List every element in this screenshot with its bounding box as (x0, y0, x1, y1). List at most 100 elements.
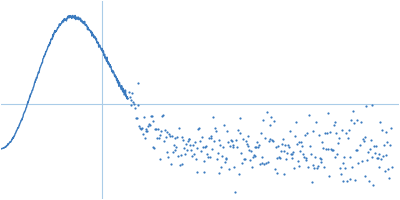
Point (330, 148, 336, 152)
Point (222, 156, 229, 159)
Point (172, 148, 179, 152)
Point (274, 171, 281, 175)
Point (186, 138, 193, 141)
Point (194, 170, 200, 174)
Point (382, 131, 389, 134)
Point (261, 162, 268, 165)
Point (220, 145, 226, 149)
Point (267, 123, 274, 126)
Point (313, 120, 319, 123)
Point (147, 123, 153, 126)
Point (156, 136, 162, 139)
Point (139, 127, 145, 130)
Point (384, 140, 390, 143)
Point (155, 128, 161, 131)
Point (230, 146, 237, 149)
Point (275, 144, 282, 147)
Point (222, 161, 228, 164)
Point (244, 144, 251, 148)
Point (361, 135, 368, 138)
Point (352, 178, 358, 181)
Point (372, 151, 378, 155)
Point (288, 152, 294, 155)
Point (148, 114, 154, 117)
Point (351, 122, 357, 125)
Point (387, 143, 393, 146)
Point (232, 190, 238, 194)
Point (184, 148, 190, 151)
Point (239, 162, 246, 165)
Point (192, 140, 198, 144)
Point (312, 155, 318, 158)
Point (341, 155, 348, 158)
Point (202, 145, 208, 149)
Point (375, 165, 382, 169)
Point (338, 173, 344, 176)
Point (386, 176, 392, 179)
Point (377, 121, 384, 124)
Point (170, 151, 176, 154)
Point (278, 149, 284, 152)
Point (246, 148, 252, 151)
Point (382, 169, 388, 172)
Point (280, 137, 286, 140)
Point (286, 129, 293, 132)
Point (280, 173, 287, 176)
Point (319, 141, 326, 144)
Point (376, 153, 383, 156)
Point (131, 103, 137, 106)
Point (129, 91, 136, 94)
Point (343, 131, 349, 135)
Point (348, 118, 354, 122)
Point (218, 166, 224, 169)
Point (240, 137, 246, 140)
Point (231, 166, 238, 169)
Point (325, 147, 332, 150)
Point (247, 158, 253, 162)
Point (380, 155, 386, 158)
Point (308, 180, 315, 184)
Point (276, 155, 282, 158)
Point (306, 114, 312, 117)
Point (166, 133, 172, 136)
Point (174, 135, 180, 139)
Point (300, 152, 306, 155)
Point (310, 129, 316, 132)
Point (303, 158, 310, 161)
Point (244, 142, 250, 145)
Point (234, 145, 240, 149)
Point (338, 129, 345, 132)
Point (200, 145, 206, 148)
Point (171, 136, 178, 140)
Point (164, 131, 170, 134)
Point (178, 154, 184, 157)
Point (206, 137, 212, 140)
Point (310, 164, 317, 167)
Point (324, 112, 331, 115)
Point (138, 127, 144, 131)
Point (302, 134, 308, 137)
Point (316, 157, 323, 160)
Point (162, 136, 169, 139)
Point (349, 166, 355, 169)
Point (273, 156, 280, 160)
Point (252, 145, 259, 149)
Point (285, 143, 291, 147)
Point (308, 152, 314, 156)
Point (360, 139, 367, 142)
Point (340, 179, 346, 183)
Point (307, 145, 313, 148)
Point (321, 165, 327, 168)
Point (173, 146, 180, 149)
Point (388, 165, 395, 169)
Point (362, 175, 368, 178)
Point (128, 103, 135, 107)
Point (292, 135, 298, 138)
Point (195, 128, 202, 131)
Point (169, 134, 175, 138)
Point (370, 184, 376, 187)
Point (350, 109, 356, 113)
Point (259, 162, 266, 165)
Point (205, 155, 211, 158)
Point (365, 151, 371, 154)
